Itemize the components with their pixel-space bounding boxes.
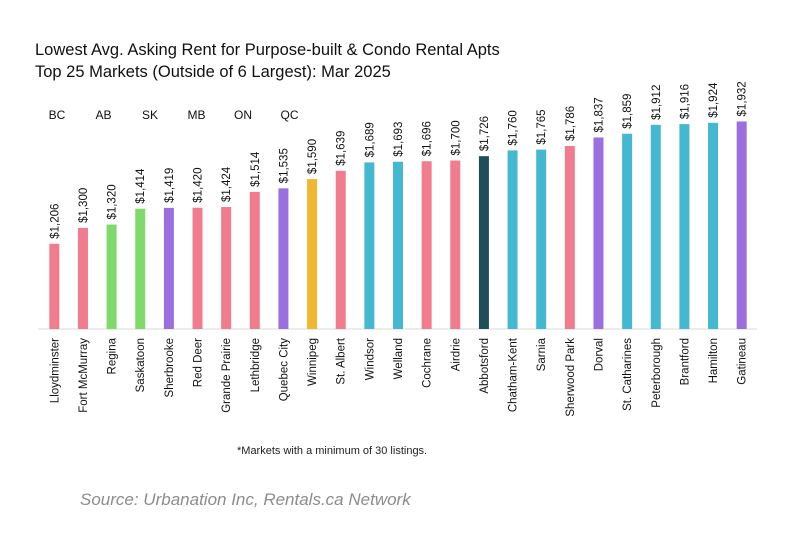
value-label: $1,414 [135,168,147,204]
legend-item: MB [188,108,206,122]
bar [507,150,518,329]
bar [249,191,260,329]
bar [106,224,117,329]
category-label: St. Albert [336,337,348,384]
category-label: Hamilton [708,338,720,383]
category-label: Abbotsford [479,338,491,394]
bar [307,179,318,329]
category-label: Welland [393,338,405,379]
legend-item: BC [49,108,66,122]
value-label: $1,726 [479,116,491,151]
value-label: $1,932 [737,81,749,116]
value-label: $1,859 [622,94,634,129]
bar [77,227,88,329]
bar [536,149,547,329]
value-label: $1,206 [49,204,61,239]
category-label: Regina [107,337,119,374]
legend-item: SK [142,108,158,122]
value-label: $1,696 [422,121,434,156]
bar [335,170,346,329]
value-label: $1,419 [164,168,176,203]
bar [736,121,747,330]
bar [478,156,489,329]
bar [708,122,719,329]
category-label: Quebec City [278,338,290,402]
category-label: Cochrane [422,338,434,388]
value-label: $1,693 [393,122,405,157]
value-label: $1,837 [593,97,605,132]
category-label: Fort McMurray [78,338,90,413]
category-label: Sherbrooke [164,338,176,397]
value-label: $1,514 [250,151,262,187]
bar [650,124,661,329]
category-label: Lethbridge [250,338,262,392]
value-label: $1,689 [364,122,376,157]
category-label: Grande Prairie [221,338,233,413]
source-note: Source: Urbanation Inc, Rentals.ca Netwo… [80,490,411,509]
bar [679,124,690,330]
chart-title-line1: Lowest Avg. Asking Rent for Purpose-buil… [35,41,500,59]
category-label: St. Catharines [622,338,634,411]
bar [421,161,432,329]
category-label: Saskatoon [135,338,147,392]
value-label: $1,424 [221,166,233,202]
bar [593,137,604,329]
province-legend: BC AB SK MB ON QC [49,108,299,122]
bar [393,161,403,329]
value-label: $1,320 [107,184,119,219]
category-label: Winnipeg [307,338,319,386]
category-label: Brantford [679,338,691,385]
category-label: Peterborough [651,338,663,408]
value-label: $1,300 [78,188,90,223]
category-label: Airdrie [450,338,462,371]
category-label: Lloydminster [49,338,61,403]
bar [49,243,60,329]
bar [278,188,289,329]
category-label: Red Deer [193,338,205,387]
category-labels: Lloydminster Fort McMurray Regina Saskatoon… [49,337,748,416]
bar [364,162,375,329]
value-label: $1,700 [450,120,462,155]
value-label: $1,912 [651,85,663,120]
category-label: Sarnia [536,337,548,371]
value-label: $1,420 [193,168,205,203]
legend-item: QC [281,108,299,122]
value-label: $1,760 [508,110,520,145]
value-labels: $1,206 $1,300 $1,320 $1,414 $1,419 $1,420 $1,4… [49,81,748,238]
value-label: $1,924 [708,82,720,118]
category-label: Dorval [593,338,605,371]
value-label: $1,916 [679,84,691,119]
value-label: $1,590 [307,139,319,174]
bar [192,207,203,329]
footnote: *Markets with a minimum of 30 listings. [237,445,428,457]
legend-item: AB [95,108,111,122]
value-label: $1,535 [278,148,290,183]
bar [221,207,232,329]
bar [163,207,174,329]
bar [564,146,575,329]
bar [450,160,461,329]
bars [49,121,747,330]
category-label: Chatham-Kent [508,337,520,412]
category-label: Sherwood Park [565,338,577,417]
chart-title-line2: Top 25 Markets (Outside of 6 Largest): M… [35,63,391,81]
value-label: $1,639 [336,131,348,166]
bar [622,133,633,329]
value-label: $1,786 [565,106,577,141]
value-label: $1,765 [536,109,548,144]
bar [135,208,146,329]
category-label: Gatineau [737,338,749,385]
category-label: Windsor [364,338,376,380]
legend-item: ON [234,108,252,122]
